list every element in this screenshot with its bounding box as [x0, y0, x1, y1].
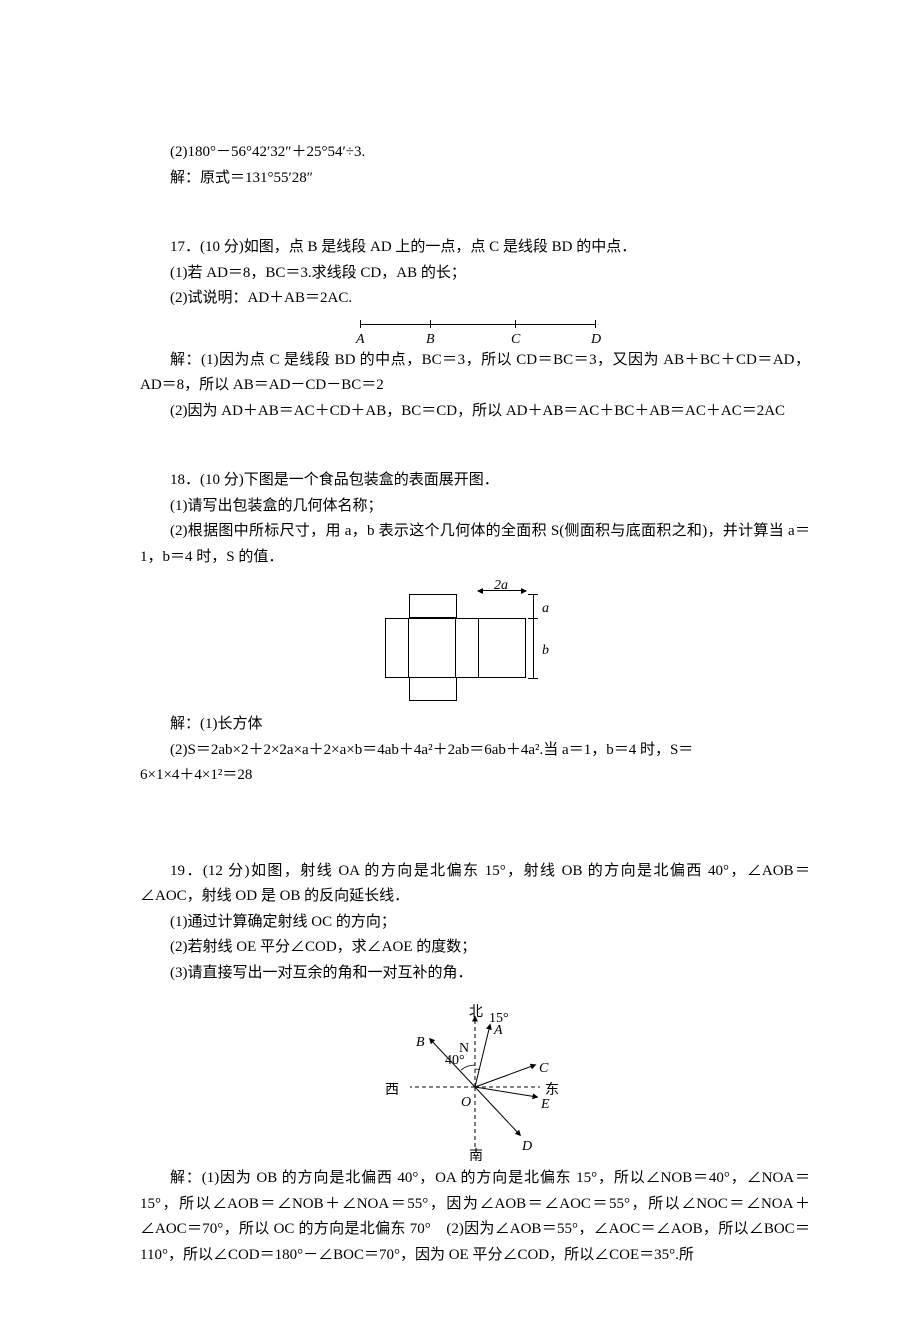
q17-part2: (2)试说明：AD＋AB＝2AC.: [140, 286, 810, 312]
q19-part2: (2)若射线 OE 平分∠COD，求∠AOE 的度数；: [140, 935, 810, 961]
q19-head: 19．(12 分)如图，射线 OA 的方向是北偏东 15°，射线 OB 的方向是…: [140, 859, 810, 910]
q17-part1: (1)若 AD＝8，BC＝3.求线段 CD，AB 的长；: [140, 261, 810, 287]
q18-sol2b: 6×1×4＋4×1²＝28: [140, 763, 810, 789]
q18-part1: (1)请写出包装盒的几何体名称；: [140, 494, 810, 520]
spacer: [140, 191, 810, 235]
q16-part2: (2)180°－56°42′32″＋25°54′÷3.: [140, 140, 810, 166]
spacer: [140, 424, 810, 468]
fig-box-net: 2aab: [140, 576, 810, 708]
q18-sol2a: (2)S＝2ab×2＋2×2a×a＋2×a×b＝4ab＋4a²＋2ab＝6ab＋…: [170, 742, 693, 758]
fig-line-segment: ABCD: [140, 316, 810, 346]
q18-head: 18．(10 分)下图是一个食品包装盒的表面展开图．: [140, 468, 810, 494]
fig-compass: 北15°ANB40°西东CEDO南: [140, 992, 810, 1162]
spacer: [140, 789, 810, 833]
spacer: [140, 833, 810, 859]
q17-sol1: 解：(1)因为点 C 是线段 BD 的中点，BC＝3，所以 CD＝BC＝3，又因…: [140, 348, 810, 399]
q16-answer: 解：原式＝131°55′28″: [140, 166, 810, 192]
q19-part1: (1)通过计算确定射线 OC 的方向；: [140, 910, 810, 936]
q18-sol1: 解：(1)长方体: [140, 712, 810, 738]
q18-part2: (2)根据图中所标尺寸，用 a，b 表示这个几何体的全面积 S(侧面积与底面积之…: [140, 519, 810, 570]
q18-sol2: (2)S＝2ab×2＋2×2a×a＋2×a×b＝4ab＋4a²＋2ab＝6ab＋…: [140, 738, 810, 764]
q17-head: 17．(10 分)如图，点 B 是线段 AD 上的一点，点 C 是线段 BD 的…: [140, 235, 810, 261]
q19-part3: (3)请直接写出一对互余的角和一对互补的角．: [140, 961, 810, 987]
q17-sol2: (2)因为 AD＋AB＝AC＋CD＋AB，BC＝CD，所以 AD＋AB＝AC＋B…: [140, 399, 810, 425]
q19-sol: 解：(1)因为 OB 的方向是北偏西 40°，OA 的方向是北偏东 15°，所以…: [140, 1166, 810, 1268]
page-root: (2)180°－56°42′32″＋25°54′÷3. 解：原式＝131°55′…: [0, 0, 920, 1328]
